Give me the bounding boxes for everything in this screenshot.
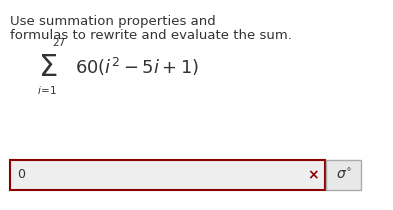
- Text: formulas to rewrite and evaluate the sum.: formulas to rewrite and evaluate the sum…: [10, 29, 292, 42]
- FancyBboxPatch shape: [326, 160, 361, 190]
- Text: Use summation properties and: Use summation properties and: [10, 15, 216, 28]
- Text: $60(i^2 - 5i + 1)$: $60(i^2 - 5i + 1)$: [75, 56, 199, 78]
- Text: $\sigma^{\circ}$: $\sigma^{\circ}$: [336, 168, 351, 182]
- Text: 0: 0: [17, 168, 25, 181]
- Text: ×: ×: [307, 168, 319, 182]
- Text: $i\!=\!1$: $i\!=\!1$: [37, 84, 57, 96]
- Text: 27: 27: [52, 38, 65, 48]
- Text: $\Sigma$: $\Sigma$: [38, 52, 57, 81]
- FancyBboxPatch shape: [10, 160, 325, 190]
